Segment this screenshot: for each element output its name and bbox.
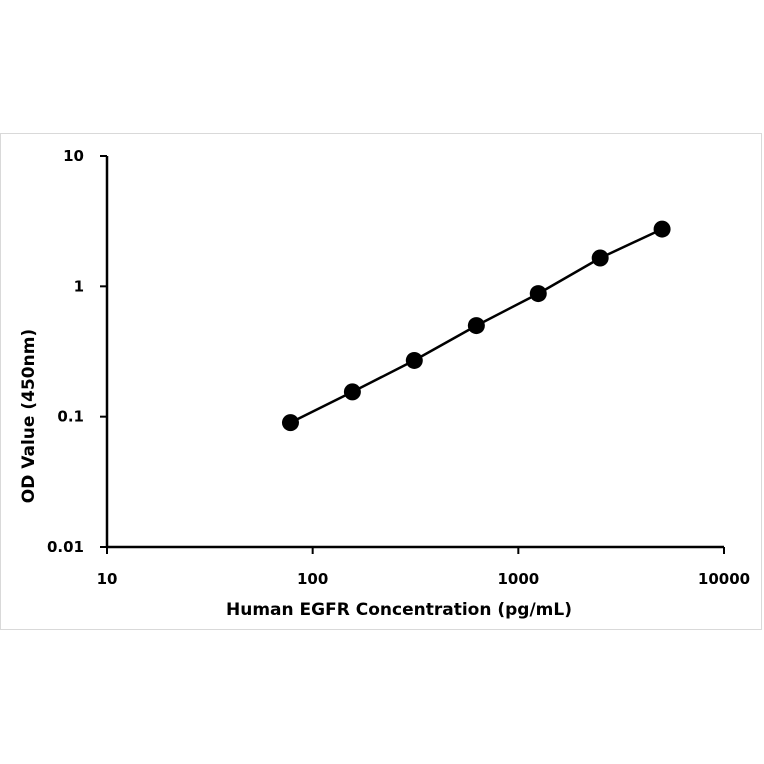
chart-frame: 10 100 1000 10000 0.01 0.1 1 10 Human EGFR Con… <box>0 133 762 630</box>
y-tick-label: 10 <box>63 147 84 165</box>
x-tick-label: 1000 <box>497 570 539 588</box>
data-point <box>591 249 609 267</box>
data-point <box>467 317 485 335</box>
chart-svg: 10 100 1000 10000 0.01 0.1 1 10 Human EGFR Con… <box>19 147 750 620</box>
y-ticks: 0.01 0.1 1 10 <box>47 147 107 556</box>
x-tick-label: 10000 <box>698 570 750 588</box>
y-tick-label: 0.01 <box>47 538 84 556</box>
data-point <box>343 383 361 401</box>
y-tick-label: 0.1 <box>57 408 84 426</box>
x-axis-title: Human EGFR Concentration (pg/mL) <box>226 600 572 620</box>
data-point <box>405 351 423 369</box>
x-tick-label: 10 <box>97 570 118 588</box>
y-tick-label: 1 <box>74 277 84 295</box>
data-point <box>281 414 299 432</box>
y-axis-title: OD Value (450nm) <box>19 329 39 503</box>
x-ticks: 10 100 1000 10000 <box>97 547 750 588</box>
x-tick-label: 100 <box>297 570 328 588</box>
data-point <box>529 285 547 303</box>
series-layer <box>281 220 671 432</box>
axes <box>105 156 724 549</box>
data-point <box>653 220 671 238</box>
